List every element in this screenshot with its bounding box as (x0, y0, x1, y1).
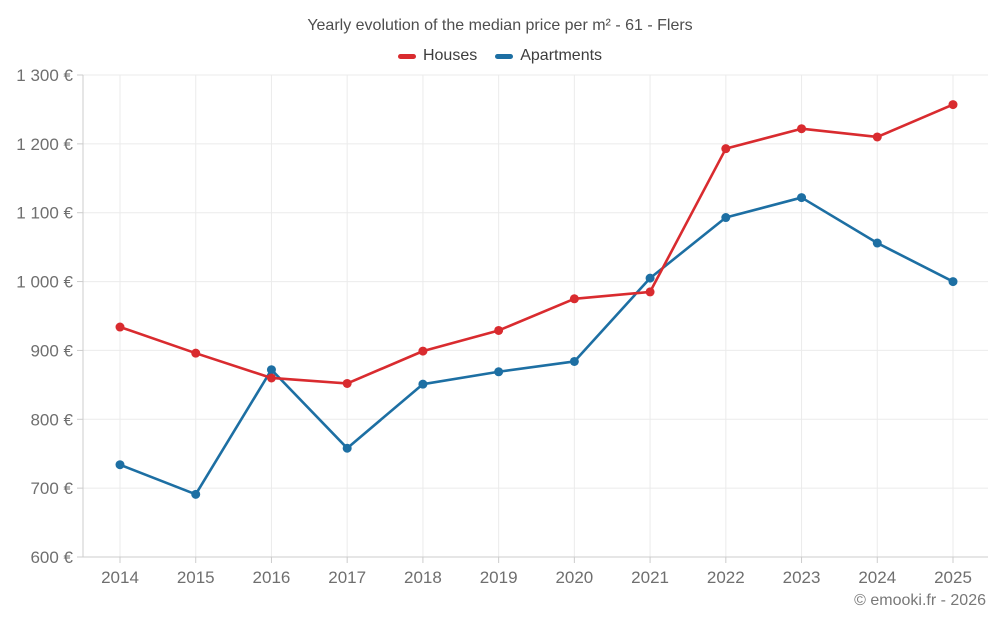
data-point-houses-2021[interactable] (645, 287, 655, 297)
data-point-apartments-2019[interactable] (494, 367, 504, 377)
y-axis-label-600: 600 € (30, 548, 73, 567)
data-point-houses-2025[interactable] (948, 100, 958, 110)
x-axis-label-2014: 2014 (101, 568, 139, 587)
legend-item-houses[interactable]: Houses (397, 47, 478, 65)
data-point-apartments-2017[interactable] (342, 443, 352, 453)
data-point-apartments-2024[interactable] (872, 238, 882, 248)
data-point-houses-2017[interactable] (342, 378, 352, 388)
legend-label-apartments: Apartments (520, 47, 603, 64)
data-point-apartments-2014[interactable] (115, 460, 125, 470)
legend-marker-houses (397, 53, 416, 59)
y-axis-label-1300: 1 300 € (16, 66, 73, 85)
x-axis-label-2020: 2020 (555, 568, 593, 587)
attribution: © emooki.fr - 2026 (854, 592, 986, 609)
x-axis-label-2021: 2021 (631, 568, 669, 587)
legend-marker-apartments (495, 53, 514, 59)
houses-line (118, 103, 955, 385)
data-point-houses-2018[interactable] (418, 346, 428, 356)
data-point-houses-2022[interactable] (721, 144, 731, 154)
data-point-apartments-2022[interactable] (721, 213, 731, 223)
data-point-apartments-2023[interactable] (797, 193, 807, 203)
x-axis-label-2018: 2018 (404, 568, 442, 587)
apartments-line (118, 196, 955, 496)
chart-legend: Houses Apartments (0, 47, 1000, 65)
data-point-apartments-2025[interactable] (948, 277, 958, 287)
x-axis-label-2022: 2022 (707, 568, 745, 587)
y-axis-label-1000: 1 000 € (16, 273, 73, 292)
x-axis-label-2023: 2023 (783, 568, 821, 587)
data-point-apartments-2021[interactable] (645, 273, 655, 283)
y-axis-label-1100: 1 100 € (16, 204, 73, 223)
x-axis-label-2015: 2015 (177, 568, 215, 587)
y-axis-label-800: 800 € (30, 410, 73, 429)
data-point-houses-2020[interactable] (569, 294, 579, 304)
x-axis-label-2017: 2017 (328, 568, 366, 587)
data-point-houses-2019[interactable] (494, 325, 504, 335)
data-point-apartments-2018[interactable] (418, 379, 428, 389)
y-axis-label-900: 900 € (30, 341, 73, 360)
data-point-houses-2014[interactable] (115, 322, 125, 332)
data-point-houses-2023[interactable] (797, 124, 807, 134)
x-axis-label-2019: 2019 (480, 568, 518, 587)
x-axis-label-2024: 2024 (858, 568, 896, 587)
x-axis-label-2016: 2016 (253, 568, 291, 587)
data-point-houses-2015[interactable] (191, 348, 201, 358)
data-point-houses-2016[interactable] (266, 373, 276, 383)
legend-item-apartments[interactable]: Apartments (495, 47, 602, 65)
data-point-apartments-2016[interactable] (266, 365, 276, 375)
y-axis-label-700: 700 € (30, 479, 73, 498)
data-point-houses-2024[interactable] (872, 132, 882, 142)
chart-title: Yearly evolution of the median price per… (307, 17, 693, 34)
data-point-apartments-2020[interactable] (569, 356, 579, 366)
x-axis-label-2025: 2025 (934, 568, 972, 587)
data-point-apartments-2015[interactable] (191, 489, 201, 499)
legend-label-houses: Houses (422, 47, 478, 64)
y-axis-label-1200: 1 200 € (16, 135, 73, 154)
